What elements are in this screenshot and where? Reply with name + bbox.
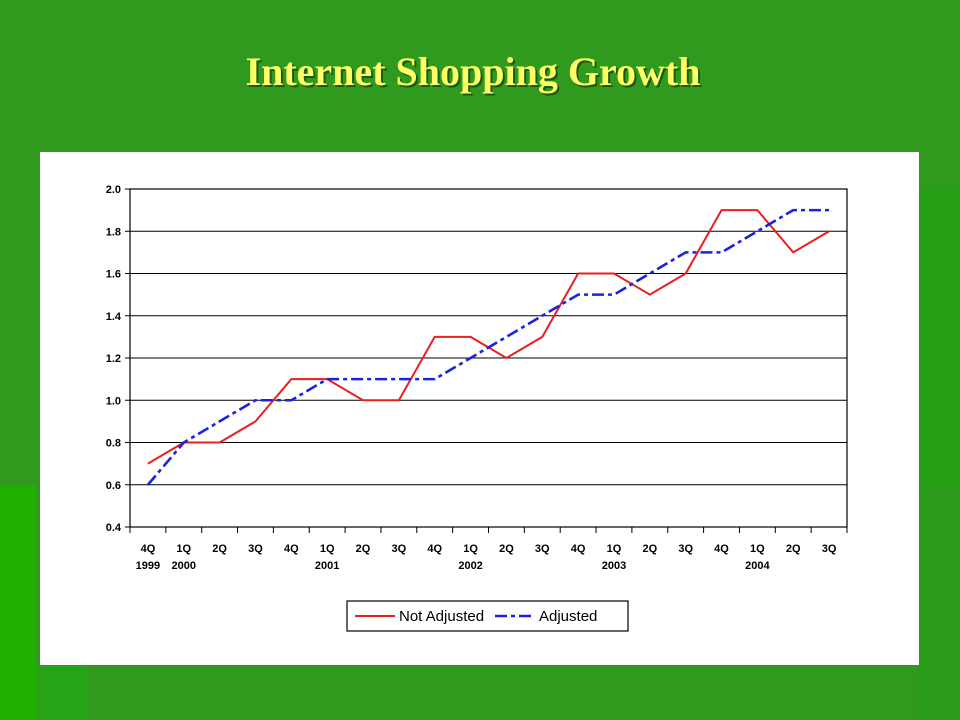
legend-label: Adjusted bbox=[539, 608, 597, 625]
x-tick-label: 4Q bbox=[571, 543, 586, 555]
y-tick-label: 2.0 bbox=[106, 184, 121, 196]
x-tick-label: 1Q bbox=[750, 543, 765, 555]
x-tick-label: 3Q bbox=[678, 543, 693, 555]
line-chart: 2.0 1.8 1.6 1.4 1.2 1.0 0.8 0.6 0.4 4Q 1Q 2Q 3Q 4Q 1Q 2… bbox=[106, 184, 848, 632]
background-band bbox=[0, 485, 36, 720]
x-tick-label: 4Q bbox=[714, 543, 729, 555]
x-year-label: 1999 bbox=[136, 560, 160, 572]
background-band bbox=[36, 665, 88, 720]
slide-title: Internet Shopping Growth bbox=[245, 49, 701, 94]
x-tick-label: 4Q bbox=[427, 543, 442, 555]
x-year-label: 2001 bbox=[315, 560, 339, 572]
x-tick-label: 2Q bbox=[356, 543, 371, 555]
x-tick-label: 2Q bbox=[212, 543, 227, 555]
background-band bbox=[918, 485, 960, 720]
y-tick-label: 1.2 bbox=[106, 353, 121, 365]
y-tick-label: 0.8 bbox=[106, 438, 121, 450]
x-tick-label: 4Q bbox=[141, 543, 156, 555]
background-band bbox=[918, 190, 960, 485]
x-tick-label: 4Q bbox=[284, 543, 299, 555]
x-tick-label: 2Q bbox=[786, 543, 801, 555]
x-tick-label: 3Q bbox=[535, 543, 550, 555]
series-line-adjusted bbox=[146, 208, 830, 486]
legend-label: Not Adjusted bbox=[399, 608, 484, 625]
x-year-label: 2000 bbox=[172, 560, 196, 572]
x-tick-label: 3Q bbox=[248, 543, 263, 555]
x-tick-label: 2Q bbox=[642, 543, 657, 555]
x-tick-label: 1Q bbox=[463, 543, 478, 555]
y-tick-label: 1.0 bbox=[106, 395, 121, 407]
x-year-label: 2002 bbox=[458, 560, 482, 572]
y-tick-label: 1.6 bbox=[106, 269, 121, 281]
x-tick-label: 3Q bbox=[392, 543, 407, 555]
y-tick-label: 0.6 bbox=[106, 480, 121, 492]
x-tick-label: 3Q bbox=[822, 543, 837, 555]
y-tick-label: 0.4 bbox=[106, 522, 122, 534]
y-tick-label: 1.8 bbox=[106, 226, 121, 238]
x-tick-label: 2Q bbox=[499, 543, 514, 555]
y-tick-label: 1.4 bbox=[106, 311, 122, 323]
chart-panel: 2.0 1.8 1.6 1.4 1.2 1.0 0.8 0.6 0.4 4Q 1Q 2Q 3Q 4Q 1Q 2… bbox=[40, 152, 919, 665]
x-year-label: 2004 bbox=[745, 560, 770, 572]
x-tick-label: 1Q bbox=[176, 543, 191, 555]
x-year-label: 2003 bbox=[602, 560, 626, 572]
x-tick-label: 1Q bbox=[320, 543, 335, 555]
x-tick-label: 1Q bbox=[607, 543, 622, 555]
